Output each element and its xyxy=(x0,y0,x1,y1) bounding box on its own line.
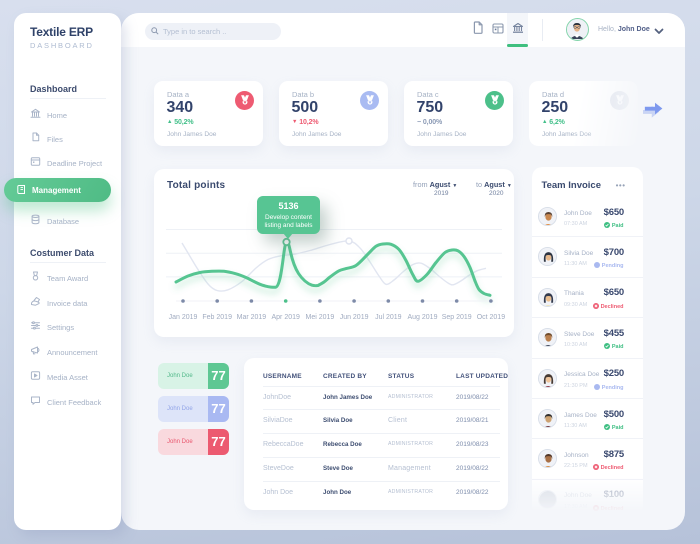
svg-text:Apr 2019: Apr 2019 xyxy=(271,314,300,321)
svg-text:Mei 2019: Mei 2019 xyxy=(306,314,335,321)
svg-text:Feb 2019: Feb 2019 xyxy=(202,314,232,321)
svg-text:Jan 2019: Jan 2019 xyxy=(169,314,198,321)
svg-text:Aug 2019: Aug 2019 xyxy=(408,314,438,321)
svg-text:Oct 2019: Oct 2019 xyxy=(477,314,506,321)
svg-text:Jun 2019: Jun 2019 xyxy=(340,314,369,321)
svg-text:Mar 2019: Mar 2019 xyxy=(237,314,267,321)
svg-text:Sep 2019: Sep 2019 xyxy=(442,314,472,321)
svg-text:Jul 2019: Jul 2019 xyxy=(375,314,402,321)
